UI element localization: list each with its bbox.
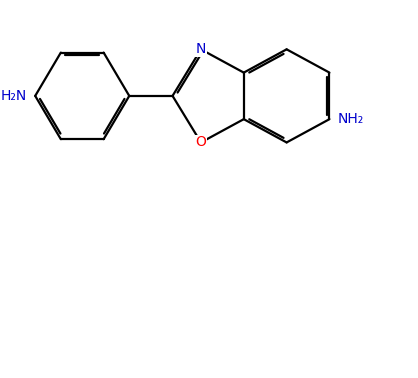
Text: O: O: [196, 135, 206, 149]
Text: H₂N: H₂N: [0, 89, 27, 103]
Text: N: N: [196, 42, 206, 56]
Text: NH₂: NH₂: [338, 112, 364, 126]
